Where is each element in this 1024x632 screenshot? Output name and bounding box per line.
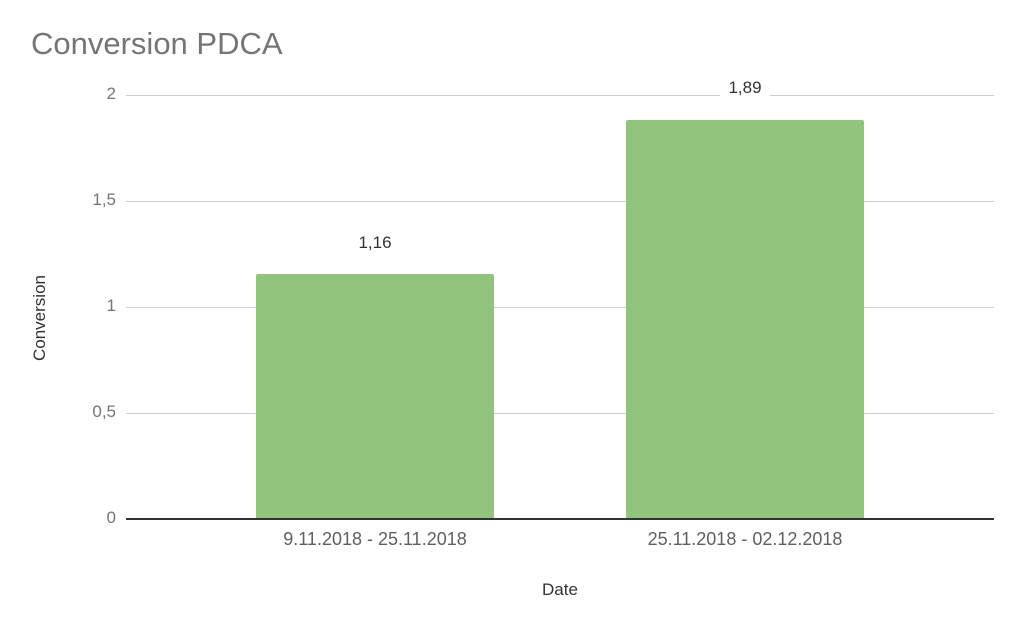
x-axis-line <box>126 518 994 520</box>
x-tick: 9.11.2018 - 25.11.2018 <box>283 529 467 549</box>
y-tick: 0 <box>106 508 116 527</box>
y-tick: 0,5 <box>92 402 116 421</box>
gridline <box>126 201 994 202</box>
y-tick: 1 <box>106 296 116 315</box>
bar-period-1 <box>256 274 494 518</box>
bar-value-label: 1,16 <box>315 233 435 253</box>
x-axis-title: Date <box>542 580 578 599</box>
bar-value-label: 1,89 <box>720 78 770 98</box>
chart-title: Conversion PDCA <box>31 26 283 61</box>
gridline <box>126 413 994 414</box>
y-tick: 1,5 <box>92 190 116 209</box>
x-tick: 25.11.2018 - 02.12.2018 <box>647 529 843 549</box>
gridline <box>126 95 994 96</box>
y-tick: 2 <box>106 84 116 103</box>
gridline <box>126 307 994 308</box>
bar-period-2 <box>626 120 864 518</box>
y-axis-title: Conversion <box>30 275 49 361</box>
